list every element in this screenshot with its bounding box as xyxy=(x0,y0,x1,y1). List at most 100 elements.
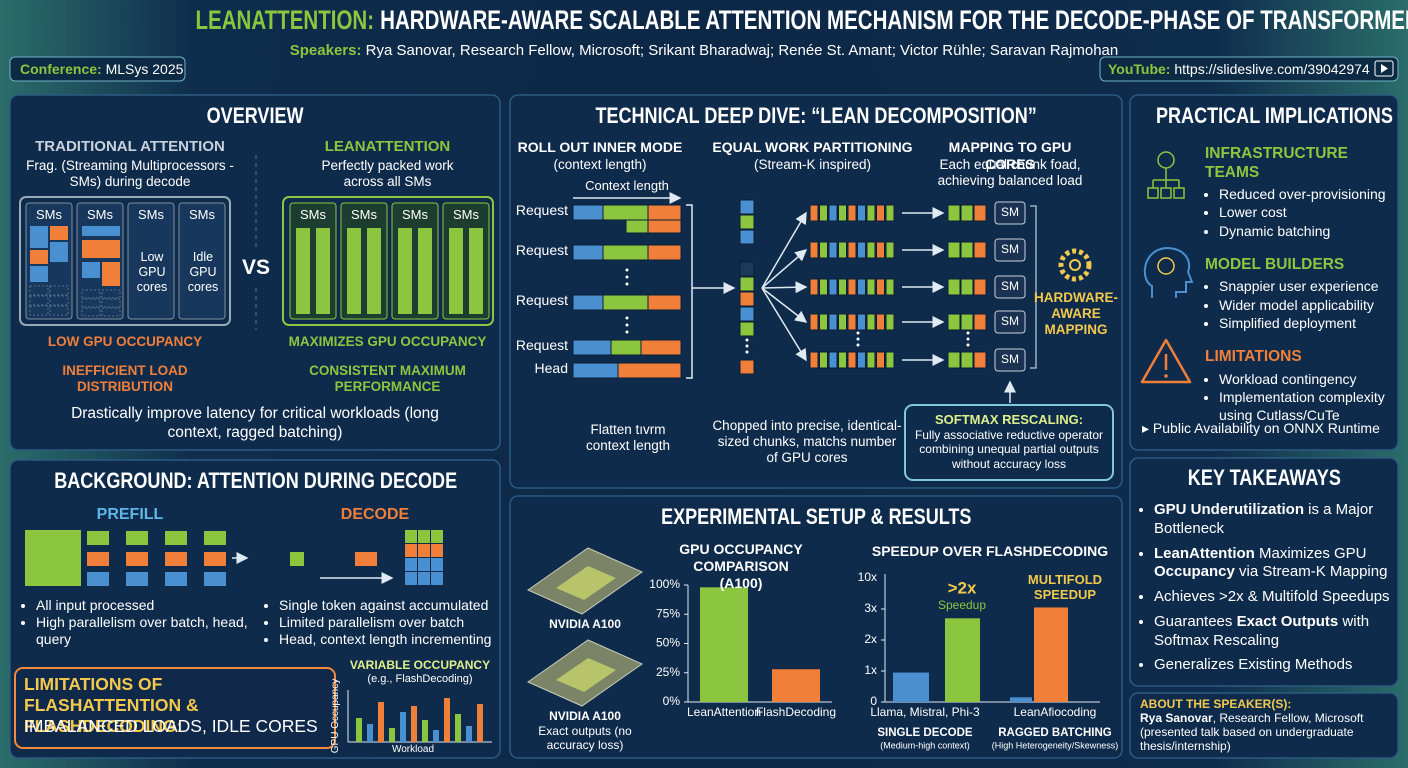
sketch-bar xyxy=(477,704,483,742)
arrow xyxy=(761,287,807,362)
chunk xyxy=(973,278,987,296)
traditional-description: Frag. (Streaming Multiprocessors - SMs) … xyxy=(26,158,234,190)
traditional-problem: INEFFICIENT LOAD DISTRIBUTION xyxy=(62,363,188,395)
speaker-name: Rya Sanovar xyxy=(1140,711,1213,725)
chunk xyxy=(739,229,755,245)
work-block xyxy=(296,228,310,314)
idle-cell xyxy=(101,307,121,317)
sketch-xlabel: Workload xyxy=(391,744,435,755)
chip-die xyxy=(556,566,616,600)
sm-box xyxy=(994,201,1026,225)
chunk xyxy=(866,313,876,331)
group-item: Wider model applicability xyxy=(1219,296,1395,314)
gear-icon xyxy=(1058,248,1092,282)
y-tick-label: 25% xyxy=(656,665,680,679)
bar xyxy=(1010,697,1032,702)
sm-box xyxy=(994,348,1026,372)
work-block xyxy=(640,339,682,356)
sm-box xyxy=(994,275,1026,299)
youtube-url[interactable]: https://slideslive.com/39042974 xyxy=(1174,61,1370,77)
chunk xyxy=(947,204,961,222)
y-tick-label: 1x xyxy=(864,663,877,677)
group-heading: INFRASTRUCTURE TEAMS xyxy=(1205,145,1348,181)
prefill-items: All input processedHigh parallelism over… xyxy=(22,597,266,647)
chunk xyxy=(947,313,961,331)
ellipsis-dot xyxy=(625,323,629,327)
video-icon xyxy=(1374,60,1394,77)
token-block xyxy=(405,530,417,543)
work-block xyxy=(602,244,649,261)
chunk xyxy=(885,204,895,222)
limitations-box xyxy=(14,667,336,749)
token-block xyxy=(126,572,148,586)
sm-label: SMs xyxy=(189,207,215,222)
sm-label: SMs xyxy=(36,207,62,222)
chunk xyxy=(960,351,974,369)
chunk xyxy=(947,278,961,296)
idle-cell xyxy=(29,295,49,306)
sm-label: SMs xyxy=(138,207,164,222)
chunk xyxy=(866,278,876,296)
panel xyxy=(1129,94,1399,451)
chunk xyxy=(876,351,885,369)
ellipsis-dot xyxy=(625,330,629,334)
annotation: MULTIFOLD SPEEDUP xyxy=(1027,572,1103,602)
idle-cell xyxy=(49,285,69,296)
group-item: Reduced over-provisioning xyxy=(1219,185,1395,203)
arrow xyxy=(761,211,807,289)
chunk xyxy=(809,278,819,296)
work-block xyxy=(30,226,48,248)
annotation: Speedup xyxy=(938,598,986,612)
y-tick-label: 100% xyxy=(649,577,680,591)
bullet-item: High parallelism over batch, head, query xyxy=(36,614,266,648)
takeaway-text: via Stream-K Mapping xyxy=(1234,563,1388,581)
overview-title-text: OVERVIEW xyxy=(206,103,304,128)
gear-icon xyxy=(1069,259,1081,271)
group-heading: MODEL BUILDERS xyxy=(1205,255,1345,273)
takeaway-emphasis: LeanAttention xyxy=(1154,544,1255,562)
token-block xyxy=(431,572,443,585)
work-block xyxy=(347,228,361,314)
sketch-title: VARIABLE OCCUPANCY xyxy=(349,658,491,672)
work-block xyxy=(617,362,682,379)
group-heading: LIMITATIONS xyxy=(1205,347,1302,365)
chunk xyxy=(885,313,895,331)
sketch-bar xyxy=(411,706,417,742)
token-block xyxy=(418,544,430,557)
speedup-chart-title: SPEEDUP OVER FLASHDECODING xyxy=(871,543,1109,559)
idle-cell xyxy=(81,307,101,317)
deep-dive-title: TECHNICAL DEEP DIVE: “LEAN DECOMPOSITION… xyxy=(510,103,1122,129)
conference-label: Conference: xyxy=(20,61,102,77)
token-block xyxy=(87,552,109,566)
panel xyxy=(1129,692,1399,759)
y-tick-label: 2x xyxy=(864,632,877,646)
ellipsis-dot xyxy=(625,275,629,279)
work-block xyxy=(367,228,381,314)
panel xyxy=(1129,457,1399,687)
sm-box xyxy=(994,238,1026,262)
title-highlight: LEANATTENTION: xyxy=(195,5,375,35)
takeaway-text: Maximizes GPU xyxy=(1254,544,1367,562)
low-cores: Low GPU cores xyxy=(136,250,168,294)
takeaway-text: Achieves >2x & Multifold Speedups xyxy=(1154,588,1390,605)
title: HARDWARE-AWARE SCALABLE ATTENTION MECHAN… xyxy=(380,5,1408,35)
idle-cell xyxy=(81,289,101,299)
rollout-heading: ROLL OUT INNER MODE xyxy=(517,139,683,155)
partitioning-subheading: (Stream-K inspired) xyxy=(753,157,872,172)
token-block xyxy=(87,572,109,586)
chunk xyxy=(819,313,828,331)
token-block xyxy=(431,544,443,557)
implications-title-text: PRACTICAL IMPLICATIONS xyxy=(1155,103,1393,128)
work-block xyxy=(602,294,649,311)
y-tick-label: 0% xyxy=(663,694,681,708)
sketch-bar xyxy=(367,724,373,742)
chunk xyxy=(828,351,838,369)
work-block xyxy=(647,219,682,234)
brain-icon xyxy=(1157,257,1175,275)
token-block xyxy=(204,552,226,566)
takeaway-emphasis: Exact Outputs xyxy=(1236,612,1339,630)
work-block xyxy=(82,262,100,278)
hardware-note: Exact outputs (no accuracy loss) xyxy=(538,724,632,753)
lean-heading: LEANATTENTION xyxy=(324,138,451,155)
